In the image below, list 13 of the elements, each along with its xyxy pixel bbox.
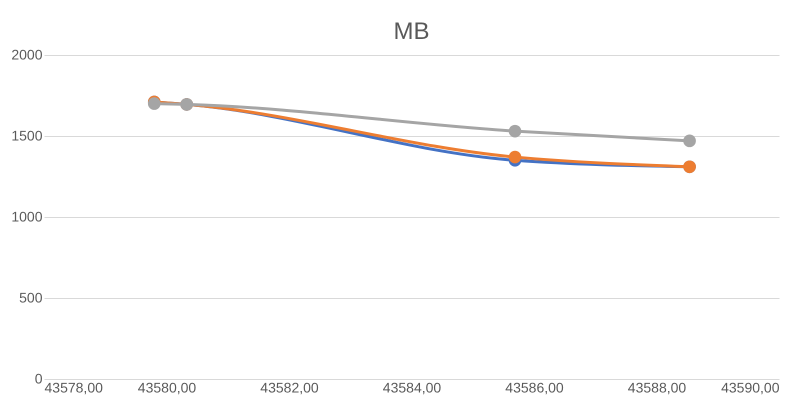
y-tick-label: 1500 (11, 128, 43, 144)
x-tick-label: 43582,00 (260, 380, 319, 396)
x-tick-label: 43580,00 (138, 380, 196, 396)
x-tick-label: 43584,00 (382, 380, 442, 396)
x-tick-label: 43588,00 (628, 380, 686, 396)
y-tick-label: 0 (34, 370, 43, 386)
x-tick-label: 43586,00 (505, 380, 564, 396)
x-tick-label: 43578,00 (44, 380, 104, 396)
x-tick-label: 43590,00 (721, 380, 780, 396)
y-tick-label: 2000 (11, 46, 43, 62)
chart-title: MB (394, 18, 430, 45)
y-tick-label: 1000 (11, 208, 43, 224)
y-tick-label: 500 (19, 290, 43, 306)
